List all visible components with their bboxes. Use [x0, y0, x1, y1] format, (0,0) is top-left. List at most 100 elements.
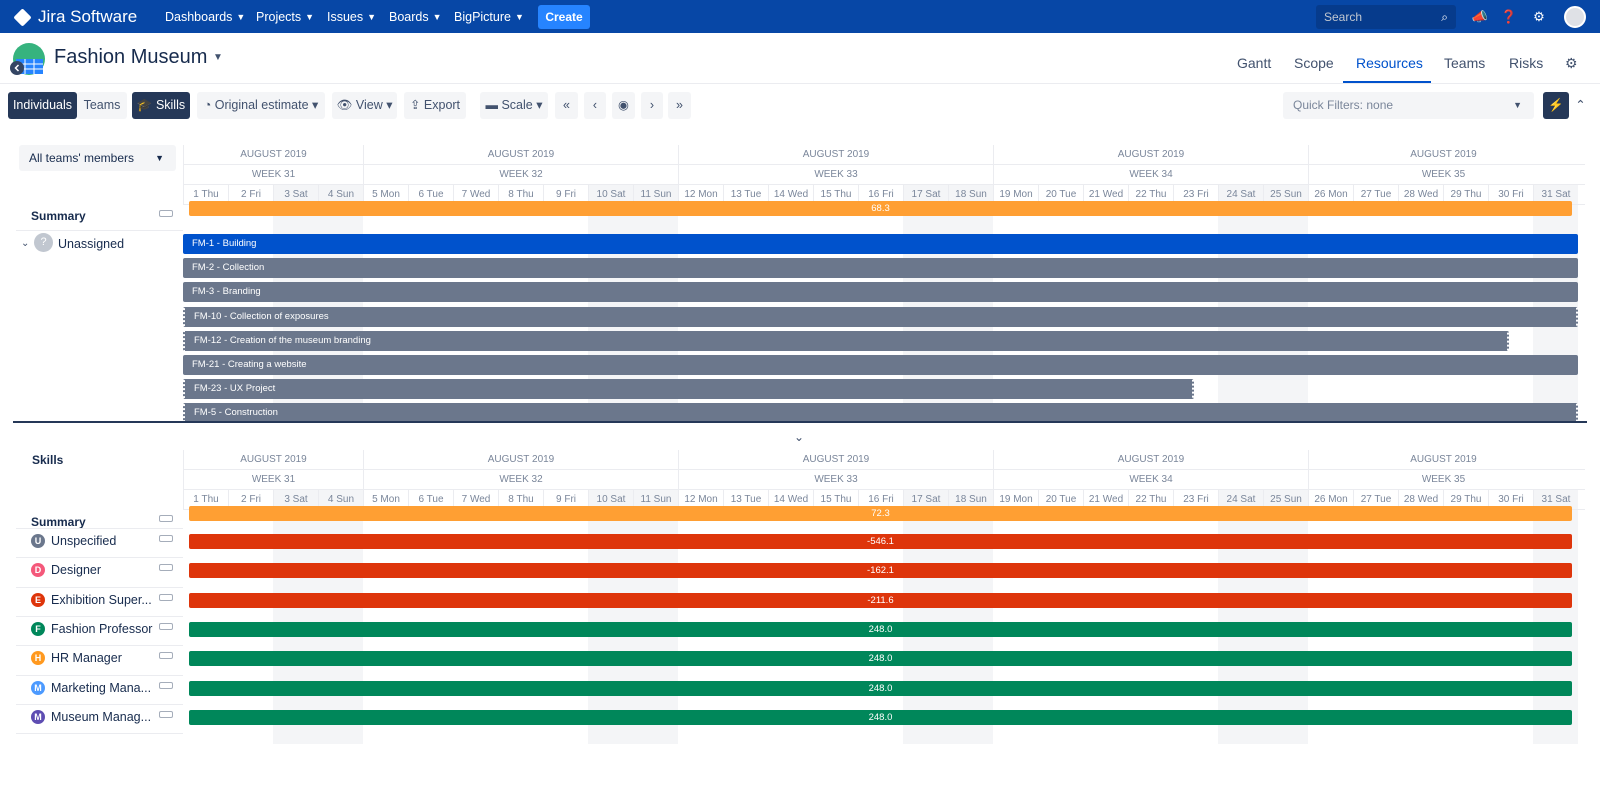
- day-label: 26 Mon: [1308, 490, 1353, 509]
- skill-toggle-icon[interactable]: [159, 681, 173, 689]
- settings-icon[interactable]: ⚙: [1533, 9, 1545, 24]
- teams-button[interactable]: Teams: [77, 92, 127, 119]
- team-members-filter[interactable]: All teams' members ▼: [19, 145, 176, 171]
- search-input[interactable]: Search ⌕: [1316, 5, 1456, 29]
- menu-projects[interactable]: Projects ▼: [256, 10, 315, 24]
- original-estimate-dropdown[interactable]: ◔ Original estimate ▾: [197, 92, 325, 119]
- chevron-down-icon: ▼: [367, 12, 377, 22]
- lightning-button[interactable]: ⚡: [1543, 92, 1569, 119]
- today-button[interactable]: ◉: [612, 92, 635, 119]
- tab-teams[interactable]: Teams: [1444, 55, 1486, 71]
- tab-gantt[interactable]: Gantt: [1237, 55, 1272, 71]
- issue-bar[interactable]: FM-21 - Creating a website: [183, 355, 1578, 375]
- skills-timeline: AUGUST 2019 AUGUST 2019 AUGUST 2019 AUGUST …: [183, 450, 1585, 744]
- avatar[interactable]: [1564, 6, 1586, 28]
- day-label: 12 Mon: [678, 490, 723, 509]
- chevron-up-icon: ⌃: [1575, 98, 1586, 112]
- issue-bar[interactable]: FM-5 - Construction: [183, 403, 1578, 424]
- skill-name: HR Manager: [51, 651, 122, 666]
- tab-resources[interactable]: Resources: [1356, 55, 1423, 71]
- menu-dashboards[interactable]: Dashboards ▼: [165, 10, 246, 24]
- resources-summary-label: Summary: [31, 209, 86, 223]
- day-label: 25 Sun: [1263, 185, 1308, 204]
- next-button[interactable]: ›: [641, 92, 663, 119]
- day-label: 16 Fri: [858, 185, 903, 204]
- chevron-right-icon: ›: [649, 98, 655, 112]
- collapse-toolbar-button[interactable]: ⌃: [1570, 92, 1591, 119]
- jump-start-button[interactable]: «: [555, 92, 578, 119]
- issue-bar[interactable]: FM-10 - Collection of exposures: [183, 306, 1578, 327]
- day-label: 27 Tue: [1353, 490, 1398, 509]
- menu-bigpicture[interactable]: BigPicture ▼: [454, 10, 524, 24]
- skills-button[interactable]: 🎓 Skills: [132, 92, 190, 119]
- skill-toggle-icon[interactable]: [159, 535, 173, 542]
- day-label: 2 Fri: [228, 490, 273, 509]
- day-label: 24 Sat: [1218, 490, 1263, 509]
- month-label: AUGUST 2019: [363, 145, 678, 164]
- issue-bar[interactable]: FM-1 - Building: [183, 234, 1578, 254]
- day-label: 11 Sun: [633, 490, 678, 509]
- day-label: 25 Sun: [1263, 490, 1308, 509]
- month-label: AUGUST 2019: [1308, 145, 1578, 164]
- chevron-down-icon[interactable]: ⌄: [794, 430, 805, 444]
- week-label: WEEK 33: [678, 470, 993, 489]
- chevron-down-icon[interactable]: ⌄: [21, 238, 30, 249]
- month-label: AUGUST 2019: [993, 145, 1308, 164]
- help-icon[interactable]: ❓: [1500, 9, 1518, 24]
- export-button[interactable]: ⇪ Export: [404, 92, 466, 119]
- skill-capacity-bar: -546.1: [189, 534, 1572, 549]
- jump-end-button[interactable]: »: [668, 92, 691, 119]
- issue-bar[interactable]: FM-3 - Branding: [183, 282, 1578, 303]
- lightning-icon: ⚡: [1548, 98, 1564, 112]
- skill-toggle-icon[interactable]: [159, 564, 173, 572]
- summary-toggle-icon[interactable]: [159, 515, 173, 522]
- issue-bar[interactable]: FM-2 - Collection: [183, 258, 1578, 279]
- gear-icon[interactable]: ⚙: [1565, 55, 1578, 71]
- previous-button[interactable]: ‹: [584, 92, 606, 119]
- day-label: 28 Wed: [1398, 185, 1443, 204]
- issue-bar[interactable]: FM-23 - UX Project: [183, 379, 1194, 400]
- project-title[interactable]: Fashion Museum: [54, 46, 208, 68]
- view-dropdown[interactable]: 👁 View ▾: [332, 92, 397, 119]
- target-icon: ◉: [618, 98, 629, 112]
- menu-issues[interactable]: Issues ▼: [327, 10, 377, 24]
- day-label: 10 Sat: [588, 185, 633, 204]
- create-button[interactable]: Create: [538, 5, 590, 29]
- summary-bar: 68.3: [189, 201, 1572, 216]
- panel-splitter[interactable]: [13, 421, 1587, 423]
- skill-badge-icon: F: [31, 621, 45, 636]
- week-label: WEEK 34: [993, 165, 1308, 184]
- chevron-down-icon: ▼: [1513, 100, 1522, 110]
- skill-toggle-icon[interactable]: [159, 652, 173, 660]
- project-logo-icon: [10, 43, 45, 75]
- megaphone-icon[interactable]: 📣: [1471, 9, 1489, 24]
- chevron-down-icon[interactable]: ▼: [213, 52, 223, 63]
- day-label: 18 Sun: [948, 490, 993, 509]
- search-icon: ⌕: [1441, 10, 1448, 24]
- menu-boards[interactable]: Boards ▼: [389, 10, 442, 24]
- day-label: 9 Fri: [543, 490, 588, 509]
- jira-logo[interactable]: Jira Software: [13, 7, 137, 27]
- scale-dropdown[interactable]: ▬ Scale ▾: [480, 92, 548, 119]
- day-label: 16 Fri: [858, 490, 903, 509]
- skill-name: Exhibition Super...: [51, 592, 152, 607]
- double-chevron-left-icon: «: [563, 98, 570, 112]
- day-label: 9 Fri: [543, 185, 588, 204]
- day-label: 3 Sat: [273, 490, 318, 509]
- quick-filters-dropdown[interactable]: Quick Filters: none ▼: [1283, 92, 1534, 119]
- tab-scope[interactable]: Scope: [1294, 55, 1334, 71]
- week-label: WEEK 32: [363, 470, 678, 489]
- day-label: 19 Mon: [993, 185, 1038, 204]
- chevron-down-icon: ▾: [382, 98, 393, 112]
- skill-name: Fashion Professor: [51, 621, 153, 636]
- day-label: 24 Sat: [1218, 185, 1263, 204]
- issue-bar[interactable]: FM-12 - Creation of the museum branding: [183, 330, 1509, 351]
- tab-risks[interactable]: Risks: [1509, 55, 1544, 71]
- summary-toggle-icon[interactable]: [159, 210, 173, 217]
- skill-toggle-icon[interactable]: [159, 710, 173, 718]
- skill-toggle-icon[interactable]: [159, 593, 173, 601]
- eye-icon: 👁: [336, 98, 356, 112]
- day-label: 22 Thu: [1128, 490, 1173, 509]
- individuals-button[interactable]: Individuals: [8, 92, 77, 119]
- skill-toggle-icon[interactable]: [159, 622, 173, 630]
